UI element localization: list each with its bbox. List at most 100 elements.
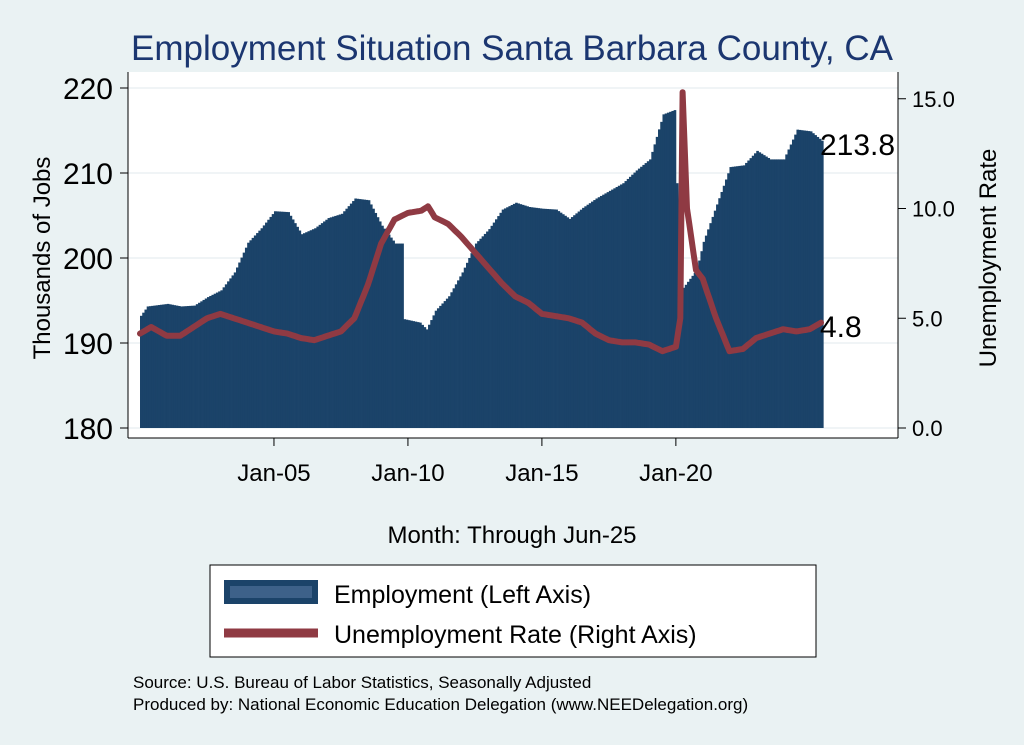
employment-bar xyxy=(414,321,418,428)
employment-bar xyxy=(800,130,804,428)
employment-bar xyxy=(617,185,621,428)
employment-bar xyxy=(624,181,628,428)
employment-bar xyxy=(559,212,563,428)
left-tick-label: 210 xyxy=(63,158,113,191)
employment-bar xyxy=(798,129,802,428)
employment-bar xyxy=(367,200,371,428)
employment-bar xyxy=(742,165,746,428)
employment-bar xyxy=(724,179,728,428)
employment-bar xyxy=(195,304,199,428)
employment-bar xyxy=(229,278,232,428)
employment-bar xyxy=(454,284,458,428)
employment-bar xyxy=(296,226,299,428)
employment-bar xyxy=(508,206,512,428)
employment-bar xyxy=(510,205,514,428)
employment-bar xyxy=(436,308,440,428)
employment-bar xyxy=(740,165,744,428)
right-axis-ticks: 0.0 5.0 10.0 15.0 xyxy=(898,87,955,441)
x-axis-ticks: Jan-05 Jan-10 Jan-15 Jan-20 xyxy=(237,438,713,487)
employment-bar xyxy=(209,295,212,428)
employment-bar xyxy=(530,207,534,428)
employment-bar xyxy=(320,223,324,428)
employment-bar xyxy=(204,298,208,428)
employment-bar xyxy=(524,205,527,428)
employment-bar xyxy=(244,247,248,428)
employment-bar xyxy=(276,211,279,428)
employment-bars xyxy=(140,110,824,429)
employment-bar xyxy=(269,216,273,428)
employment-bar xyxy=(151,305,154,428)
employment-bar xyxy=(698,260,701,428)
employment-bar xyxy=(182,306,186,428)
employment-bar xyxy=(486,231,489,428)
employment-bar xyxy=(278,211,282,428)
employment-bar xyxy=(550,209,554,428)
employment-bar xyxy=(680,252,683,428)
employment-bar xyxy=(213,293,217,428)
employment-bar xyxy=(287,212,290,428)
employment-bar xyxy=(186,306,190,428)
employment-bar xyxy=(146,306,150,428)
employment-bar xyxy=(338,214,342,428)
employment-bar xyxy=(807,131,811,428)
employment-bar xyxy=(796,129,800,428)
employment-bar xyxy=(432,315,436,429)
employment-bar xyxy=(515,202,518,428)
employment-bar xyxy=(448,296,451,428)
employment-bar xyxy=(642,164,646,428)
employment-bar xyxy=(658,129,661,428)
employment-bar xyxy=(593,200,596,428)
employment-bar xyxy=(727,173,730,428)
employment-bar xyxy=(215,292,219,428)
employment-bar xyxy=(434,310,438,428)
employment-bar xyxy=(148,306,152,428)
employment-bar xyxy=(189,305,192,428)
employment-bar xyxy=(392,240,395,428)
employment-bar xyxy=(682,287,686,428)
employment-bar xyxy=(611,189,614,428)
employment-bar xyxy=(497,216,500,428)
employment-bar xyxy=(193,305,197,428)
employment-bar xyxy=(363,199,366,428)
employment-bar xyxy=(459,276,462,428)
employment-bar xyxy=(671,110,675,428)
y-right-label: Unemployment Rate xyxy=(975,149,1002,368)
employment-bar xyxy=(635,170,639,428)
employment-bar xyxy=(443,301,447,428)
employment-bar xyxy=(566,217,570,428)
employment-bar xyxy=(425,329,429,428)
employment-bar xyxy=(175,305,179,428)
employment-bar xyxy=(660,121,663,429)
employment-bar xyxy=(224,284,228,428)
employment-bar xyxy=(227,281,230,429)
y-left-label: Thousands of Jobs xyxy=(29,157,56,360)
employment-bar xyxy=(653,144,657,428)
employment-bar xyxy=(640,166,643,428)
employment-bar xyxy=(314,228,317,428)
employment-bar xyxy=(662,114,666,428)
employment-bar xyxy=(606,192,610,429)
employment-bar xyxy=(323,221,326,428)
employment-bar xyxy=(754,153,757,428)
right-tick-label: 15.0 xyxy=(912,87,955,112)
employment-bar xyxy=(528,207,532,428)
employment-bar xyxy=(474,243,478,428)
employment-bar xyxy=(588,203,592,428)
employment-bar xyxy=(812,133,815,428)
employment-bar xyxy=(164,304,168,428)
employment-bar xyxy=(490,225,494,428)
legend-swatch-employment-inner xyxy=(230,586,312,598)
employment-bar xyxy=(401,243,404,428)
employment-bar xyxy=(157,305,161,428)
employment-bar xyxy=(646,161,650,429)
employment-bar xyxy=(240,257,244,428)
employment-bar xyxy=(568,218,572,428)
employment-bar xyxy=(729,167,733,429)
employment-bar xyxy=(407,320,411,428)
employment-bar xyxy=(439,305,442,428)
employment-bar xyxy=(419,322,422,428)
employment-bar xyxy=(200,301,203,428)
x-tick-label: Jan-05 xyxy=(237,460,310,487)
employment-bar xyxy=(541,208,545,428)
employment-bar xyxy=(613,188,616,428)
